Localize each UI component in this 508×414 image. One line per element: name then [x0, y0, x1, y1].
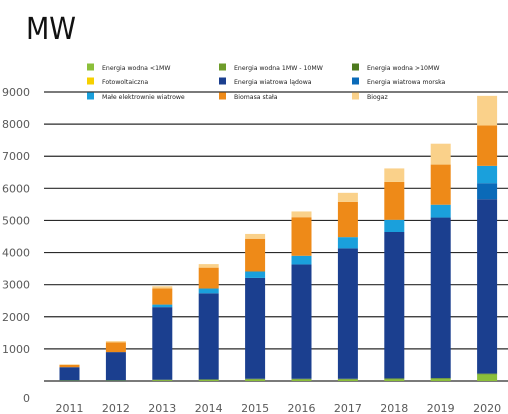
legend-swatch-4: [219, 77, 226, 85]
x-tick-label-2013: 2013: [148, 402, 176, 414]
y-tick-label-8000: 8000: [2, 118, 30, 131]
y-tick-label-0: 0: [23, 392, 30, 405]
bar-2020-series-6: [477, 165, 498, 184]
bar-2018-series-8: [384, 168, 405, 182]
legend-label-5: Energia wiatrowa morska: [367, 79, 446, 86]
bar-2015-series-8: [245, 233, 266, 239]
legend: Energia wodna <1MW Energia wodna 1MW - 10…: [87, 63, 446, 101]
x-tick-label-2014: 2014: [195, 402, 223, 414]
x-tick-label-2012: 2012: [102, 402, 130, 414]
bar-2012-series-4: [105, 352, 126, 381]
bar-2014-series-7: [198, 267, 219, 289]
legend-label-4: Energia wiatrowa lądowa: [234, 79, 312, 86]
legend-swatch-6: [87, 92, 94, 100]
x-axis-ticks: 2011 2012 2013 2014 2015 2016 2017 2018 2019 2020: [56, 402, 502, 414]
bar-2016-series-4: [291, 264, 312, 379]
bar-2015-series-1: [245, 378, 266, 380]
bar-2012-series-8: [105, 341, 126, 343]
y-tick-label-7000: 7000: [2, 150, 30, 163]
x-tick-label-2019: 2019: [427, 402, 455, 414]
bar-2018-series-1: [384, 378, 405, 380]
bar-2012-series-7: [105, 342, 126, 353]
legend-swatch-5: [352, 77, 359, 85]
x-tick-label-2020: 2020: [473, 402, 501, 414]
bar-2014-series-8: [198, 264, 219, 268]
bar-2019-series-6: [430, 204, 451, 218]
legend-swatch-3: [87, 77, 94, 85]
bar-2015-series-6: [245, 271, 266, 278]
y-axis-ticks: 0 1000 2000 3000 4000 5000 6000 7000 8000 9000: [2, 86, 30, 405]
legend-label-1: Energia wodna 1MW - 10MW: [234, 65, 323, 72]
bar-2013-series-7: [152, 288, 173, 305]
x-tick-label-2016: 2016: [288, 402, 316, 414]
y-tick-label-5000: 5000: [2, 214, 30, 227]
bar-2011-series-7: [59, 364, 80, 368]
y-tick-label-3000: 3000: [2, 279, 30, 292]
bar-2011-series-8: [59, 364, 80, 365]
y-tick-label-2000: 2000: [2, 311, 30, 324]
bar-2017-series-4: [337, 248, 358, 379]
legend-swatch-8: [352, 92, 359, 100]
chart-title: MW: [26, 12, 76, 47]
bar-2019-series-0: [430, 379, 451, 381]
bar-2016-series-7: [291, 217, 312, 256]
bar-2013-series-4: [152, 307, 173, 380]
bar-2019-series-7: [430, 164, 451, 205]
bar-2015-series-0: [245, 379, 266, 381]
bar-2013-series-8: [152, 286, 173, 289]
bar-2011-series-4: [59, 367, 80, 381]
x-tick-label-2011: 2011: [56, 402, 84, 414]
bar-2019-series-8: [430, 143, 451, 165]
y-tick-label-6000: 6000: [2, 182, 30, 195]
bar-2020-series-0: [477, 374, 498, 381]
x-tick-label-2018: 2018: [380, 402, 408, 414]
bar-2020-series-7: [477, 125, 498, 166]
y-tick-label-1000: 1000: [2, 343, 30, 356]
bar-2016-series-0: [291, 379, 312, 381]
bar-2018-series-7: [384, 181, 405, 220]
bar-2020-series-1: [477, 373, 498, 375]
bar-2016-series-8: [291, 211, 312, 218]
bar-2018-series-6: [384, 219, 405, 233]
bar-2015-series-7: [245, 238, 266, 272]
bar-2020-series-8: [477, 95, 498, 126]
legend-label-6: Małe elektrownie wiatrowe: [102, 94, 185, 101]
bar-2014-series-1: [198, 379, 219, 381]
x-tick-label-2015: 2015: [241, 402, 269, 414]
x-tick-label-2017: 2017: [334, 402, 362, 414]
legend-label-8: Biogaz: [367, 94, 388, 101]
legend-label-2: Energia wodna >10MW: [367, 65, 439, 72]
legend-swatch-7: [219, 92, 226, 100]
bar-2015-series-4: [245, 277, 266, 379]
bar-2020-series-5: [477, 183, 498, 200]
legend-swatch-2: [352, 63, 359, 71]
bar-2020-series-4: [477, 199, 498, 374]
bar-2017-series-8: [337, 192, 358, 202]
bar-2017-series-0: [337, 379, 358, 381]
bar-2018-series-4: [384, 232, 405, 379]
legend-label-7: Biomasa stała: [234, 94, 278, 101]
bar-2014-series-4: [198, 293, 219, 380]
y-tick-label-9000: 9000: [2, 86, 30, 99]
bar-2018-series-0: [384, 379, 405, 381]
bars: [59, 95, 498, 381]
bar-2013-series-6: [152, 304, 173, 308]
bar-2019-series-4: [430, 217, 451, 379]
legend-swatch-1: [219, 63, 226, 71]
legend-swatch-0: [87, 63, 94, 71]
legend-label-0: Energia wodna <1MW: [102, 65, 171, 72]
bar-2013-series-0: [152, 380, 173, 381]
bar-2014-series-0: [198, 380, 219, 381]
bar-2017-series-7: [337, 201, 358, 238]
y-tick-label-4000: 4000: [2, 247, 30, 260]
bar-2016-series-1: [291, 378, 312, 380]
legend-label-3: Fotowoltaiczna: [102, 79, 148, 86]
bar-2013-series-1: [152, 379, 173, 381]
bar-2014-series-6: [198, 288, 219, 294]
bar-2017-series-1: [337, 378, 358, 380]
bar-2019-series-1: [430, 378, 451, 380]
bar-2017-series-6: [337, 237, 358, 249]
bar-2016-series-6: [291, 255, 312, 265]
